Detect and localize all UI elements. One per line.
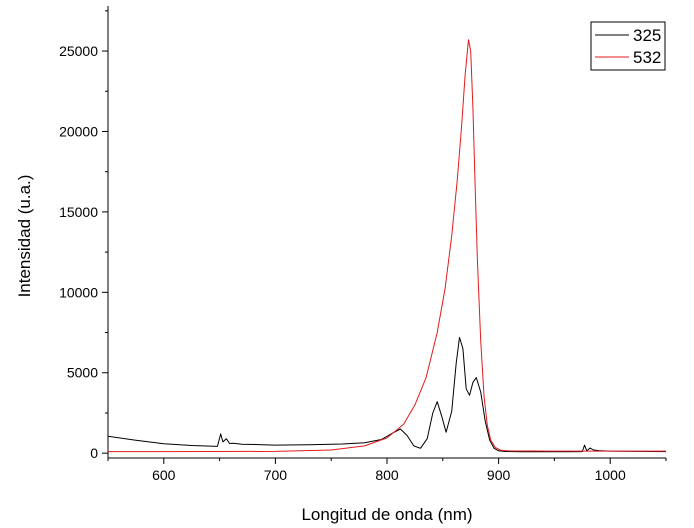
y-axis-title: Intensidad (u.a.) (15, 175, 34, 298)
y-axis-ticks: 0 5000 10000 15000 20000 25000 (59, 10, 108, 461)
series-line-325 (108, 336, 666, 453)
x-tick-label: 900 (487, 467, 511, 483)
y-tick-label: 10000 (59, 284, 98, 300)
y-tick-label: 25000 (59, 43, 98, 59)
x-tick-label: 600 (152, 467, 176, 483)
y-tick-label: 0 (90, 445, 98, 461)
x-axis-ticks: 600 700 800 900 1000 (107, 458, 667, 483)
series-layer (108, 39, 666, 453)
y-tick-label: 15000 (59, 204, 98, 220)
y-tick-label: 5000 (67, 365, 98, 381)
x-tick-label: 1000 (595, 467, 626, 483)
x-tick-label: 800 (375, 467, 399, 483)
series-line-532 (108, 39, 666, 453)
legend-label-325: 325 (633, 26, 661, 45)
x-axis-title: Longitud de onda (nm) (301, 505, 472, 524)
plot-frame (107, 6, 666, 459)
y-tick-label: 20000 (59, 123, 98, 139)
legend-box (590, 21, 666, 71)
legend-label-532: 532 (633, 48, 661, 67)
x-tick-label: 700 (264, 467, 288, 483)
